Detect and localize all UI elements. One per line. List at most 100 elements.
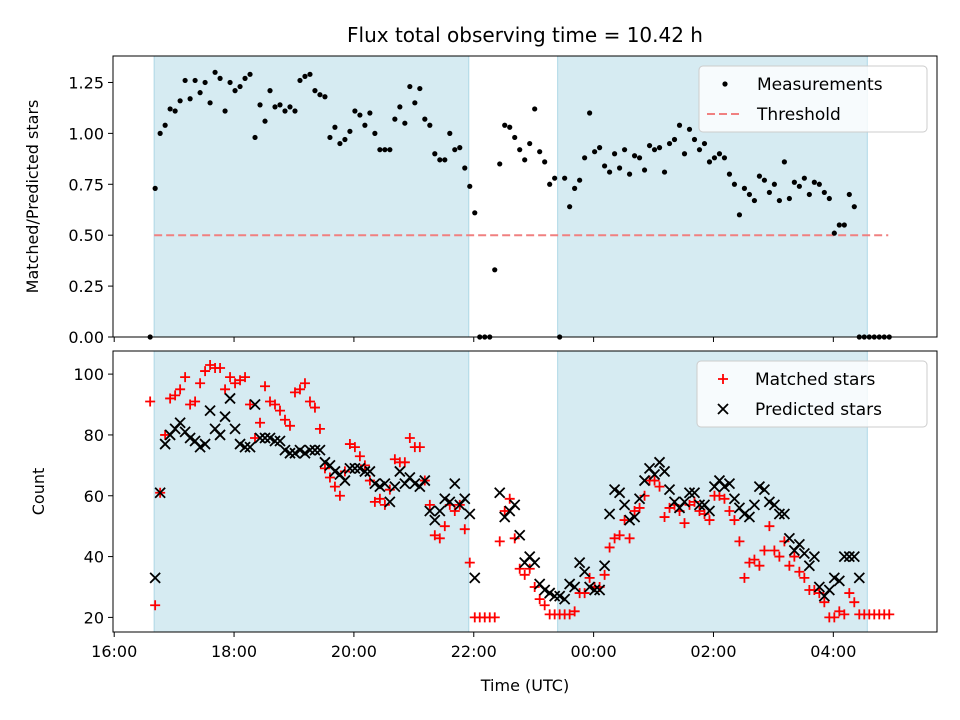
predicted-star-point [738,508,751,520]
measurement-point [826,195,832,202]
bottom-y-tick-label: 100 [73,365,104,384]
matched-star-point [170,390,181,401]
measurement-point [392,116,398,122]
predicted-star-point [204,404,216,417]
measurement-point [651,147,658,153]
measurement-point [502,122,508,128]
bottom-legend: Matched stars Predicted stars [696,360,928,428]
measurement-point [277,102,283,108]
measurement-point [367,110,373,116]
predicted-star-point [758,484,771,496]
predicted-star-point [703,505,716,517]
measurement-point [522,157,528,163]
measurement-point [282,108,288,114]
measurement-point [357,112,363,118]
predicted-star-point [768,499,781,511]
predicted-star-point [379,477,391,490]
measurement-point [756,173,763,179]
matched-star-point [729,515,740,526]
measurement-point [582,155,588,161]
measurement-point [811,179,817,185]
matched-star-point [175,384,186,395]
measurement-point [572,185,578,191]
matched-star-point [654,481,665,492]
measurement-point [741,185,748,191]
predicted-star-point [244,441,256,453]
measurement-point [437,157,443,163]
measurement-point [402,120,408,126]
matched-star-point [764,521,775,532]
measurement-point [626,171,633,177]
measurement-point [681,151,688,157]
predicted-star-point [184,432,196,444]
measurement-point [452,147,458,153]
matched-star-point [659,512,670,523]
predicted-star-point [469,572,481,584]
matched-star-point [200,366,211,377]
bottom-legend-entry: Matched stars [755,370,875,390]
bottom-y-axis-label: Count [29,468,48,516]
predicted-star-point [828,572,840,584]
predicted-star-point [608,484,621,496]
predicted-star-point [349,462,361,475]
measurement-point [806,191,812,198]
predicted-star-point [339,474,351,487]
measurement-point [686,126,693,132]
matched-star-point [270,399,281,410]
measurement-point [467,183,473,189]
predicted-star-point [564,578,576,590]
measurement-point [547,181,553,187]
predicted-star-point [294,444,306,456]
predicted-star-point [214,429,226,441]
predicted-star-point [444,496,456,508]
top-legend-entry: Measurements [757,75,883,95]
matched-star-point [639,490,650,501]
predicted-star-point [853,572,865,584]
matched-star-point [784,560,795,571]
matched-star-point [374,493,385,504]
predicted-star-point [199,438,211,450]
predicted-star-point [793,538,806,551]
measurement-point [691,136,698,143]
measurement-point [272,104,278,110]
measurement-point [287,104,293,110]
measurement-point [621,147,628,153]
predicted-star-point [833,575,845,587]
predicted-star-point [429,514,441,526]
predicted-star-point [249,398,261,411]
predicted-star-point [838,550,850,563]
matched-star-point [225,372,236,383]
matched-star-point [220,384,231,395]
predicted-star-point [219,411,231,423]
measurement-point [322,94,328,100]
matched-star-point [679,518,690,529]
matched-star-point [180,372,191,383]
measurement-point [317,92,323,98]
matched-star-point [250,432,261,443]
predicted-star-point [319,456,331,468]
matched-star-point [499,505,510,516]
top-y-tick-label: 0.75 [68,175,104,194]
bottom-axes-frame [112,350,938,633]
matched-star-point [829,612,840,623]
matched-star-point [324,472,335,483]
measurement-point [432,151,438,157]
measurement-point [542,159,548,165]
matched-star-point [569,606,580,617]
matched-star-point [284,420,295,431]
matched-star-point [364,475,375,486]
predicted-star-point [723,477,736,490]
matched-star-point [634,502,645,513]
measurement-point [197,90,203,96]
predicted-star-point [683,487,696,499]
predicted-star-point [514,529,526,541]
measurement-point [327,134,333,141]
predicted-star-point [229,423,241,435]
measurement-point [462,165,468,171]
predicted-star-point [633,493,646,505]
predicted-star-point [389,480,401,493]
predicted-star-point [344,462,356,475]
measurement-point [427,122,433,128]
predicted-star-point [578,566,591,578]
